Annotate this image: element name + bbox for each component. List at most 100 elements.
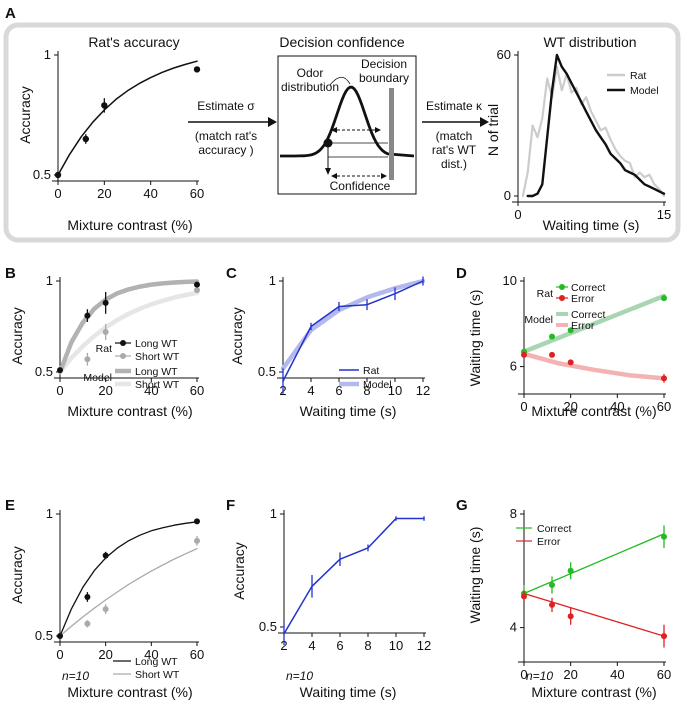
arrow-text: (match rat's <box>195 129 257 143</box>
y-tick-label: 0.5 <box>35 628 53 643</box>
x-axis-label: Mixture contrast (%) <box>67 217 192 233</box>
rat-short-wt-point <box>84 356 91 363</box>
x-axis-label: Mixture contrast (%) <box>67 684 192 700</box>
panel-e: Accuracy Mixture contrast (%) 0 20 40 60 0.5… <box>9 506 204 700</box>
plot-area: 0 20 40 60 6 10 <box>503 273 672 414</box>
pointer-line <box>329 76 351 86</box>
error-point <box>549 601 555 608</box>
model-line <box>526 53 666 198</box>
panel-label-e: E <box>5 497 15 514</box>
odor-distribution-label: distribution <box>281 80 339 94</box>
correct-point <box>567 567 574 574</box>
short-wt-point <box>102 606 109 613</box>
legend-marker-rat-short <box>120 353 126 359</box>
correct-point <box>549 582 555 588</box>
legend-label-model-short: Short WT <box>135 379 180 391</box>
n-label: n=10 <box>62 669 89 683</box>
x-tick-label: 12 <box>417 638 431 653</box>
y-axis-label: Accuracy <box>17 86 33 144</box>
arrow-head <box>381 173 387 179</box>
panel-a-accuracy: Rat's accuracy Accuracy Mixture contrast… <box>17 34 204 233</box>
panel-b: Accuracy Mixture contrast (%) 0 20 40 60 0.5… <box>9 273 204 419</box>
rat-line <box>282 280 424 382</box>
legend-group-rat: Rat <box>96 343 112 355</box>
legend-label-rat-long: Long WT <box>135 338 178 350</box>
error-point <box>521 593 527 600</box>
x-tick-label: 10 <box>389 638 403 653</box>
rat-correct-point <box>567 327 574 334</box>
y-axis-label: N of trial <box>485 104 501 156</box>
y-tick-label: 0.5 <box>33 167 51 182</box>
decision-boundary-label: boundary <box>359 71 409 85</box>
x-tick-label: 40 <box>144 647 158 662</box>
rat-long-wt-point <box>194 281 200 288</box>
arrow-text: accuracy ) <box>198 143 253 157</box>
x-tick-label: 12 <box>416 383 430 398</box>
x-tick-label: 4 <box>307 383 314 398</box>
legend-marker-rat-error <box>559 295 565 301</box>
short-wt-point <box>194 537 200 544</box>
rat-error-point <box>567 359 574 366</box>
y-axis-label: Accuracy <box>9 546 25 604</box>
legend-group-model: Model <box>524 314 553 326</box>
error-point <box>661 633 667 640</box>
legend-label-model-correct: Correct <box>571 309 606 321</box>
decision-boundary-label: Decision <box>361 57 407 71</box>
correct-point <box>661 533 667 540</box>
y-axis-label: Waiting time (s) <box>467 290 483 387</box>
legend-label-short: Short WT <box>135 669 180 681</box>
rat-short-wt-point <box>102 328 109 335</box>
x-tick-label: 15 <box>657 207 671 222</box>
legend-label-model: Model <box>630 85 659 97</box>
plot-area: 0 20 40 60 4 8 <box>510 506 671 682</box>
x-tick-label: 40 <box>143 186 157 201</box>
rat-line <box>521 65 666 198</box>
y-tick-label: 1 <box>270 506 277 521</box>
y-tick-label: 4 <box>510 620 517 635</box>
long-wt-point <box>102 552 109 559</box>
plot-area: 0 20 40 60 0.5 1 <box>33 47 204 201</box>
odor-distribution-curve <box>280 85 415 158</box>
x-tick-label: 6 <box>336 638 343 653</box>
panel-f: Accuracy Waiting time (s) 2 4 6 8 10 12 0.5 1 n… <box>231 506 431 700</box>
arrow-head <box>331 173 337 179</box>
model-correct-line <box>521 293 667 354</box>
x-tick-label: 20 <box>563 399 577 414</box>
x-axis-label: Waiting time (s) <box>300 403 397 419</box>
panel-label-c: C <box>226 265 237 282</box>
legend-label-rat-correct: Correct <box>571 282 606 294</box>
odor-distribution-label: Odor <box>297 66 324 80</box>
rat-long-wt-point <box>57 367 63 374</box>
error-fit <box>523 592 665 637</box>
y-tick-label: 0.5 <box>259 619 277 634</box>
x-tick-label: 40 <box>144 383 158 398</box>
x-tick-label: 10 <box>388 383 402 398</box>
panel-a-wt-distribution: WT distribution N of trial Waiting time … <box>485 34 671 233</box>
y-axis-label: Waiting time (s) <box>467 527 483 624</box>
y-axis-label: Accuracy <box>229 307 245 365</box>
model-line <box>280 278 426 371</box>
x-tick-label: 8 <box>363 383 370 398</box>
x-tick-label: 40 <box>610 667 624 682</box>
fit-curve <box>57 60 198 176</box>
legend-label-error: Error <box>537 536 561 548</box>
estimate-kappa-arrow: Estimate κ (match rat's WT dist.) <box>422 99 489 171</box>
y-tick-label: 0 <box>504 188 511 203</box>
diagram-title: Decision confidence <box>279 34 405 50</box>
error-point <box>567 613 574 620</box>
rat-error-point <box>661 375 667 382</box>
y-tick-label: 1 <box>44 47 51 62</box>
arrow-text: (match <box>436 129 473 143</box>
x-tick-label: 60 <box>657 667 671 682</box>
legend-group-model: Model <box>83 372 112 384</box>
rat-short-wt-point <box>194 287 200 294</box>
x-tick-label: 8 <box>364 638 371 653</box>
x-tick-label: 0 <box>54 186 61 201</box>
long-wt-fit <box>59 521 198 637</box>
x-tick-label: 40 <box>610 399 624 414</box>
x-axis-label: Waiting time (s) <box>543 217 640 233</box>
x-tick-label: 60 <box>657 399 671 414</box>
arrow-text: rat's WT <box>432 143 477 157</box>
